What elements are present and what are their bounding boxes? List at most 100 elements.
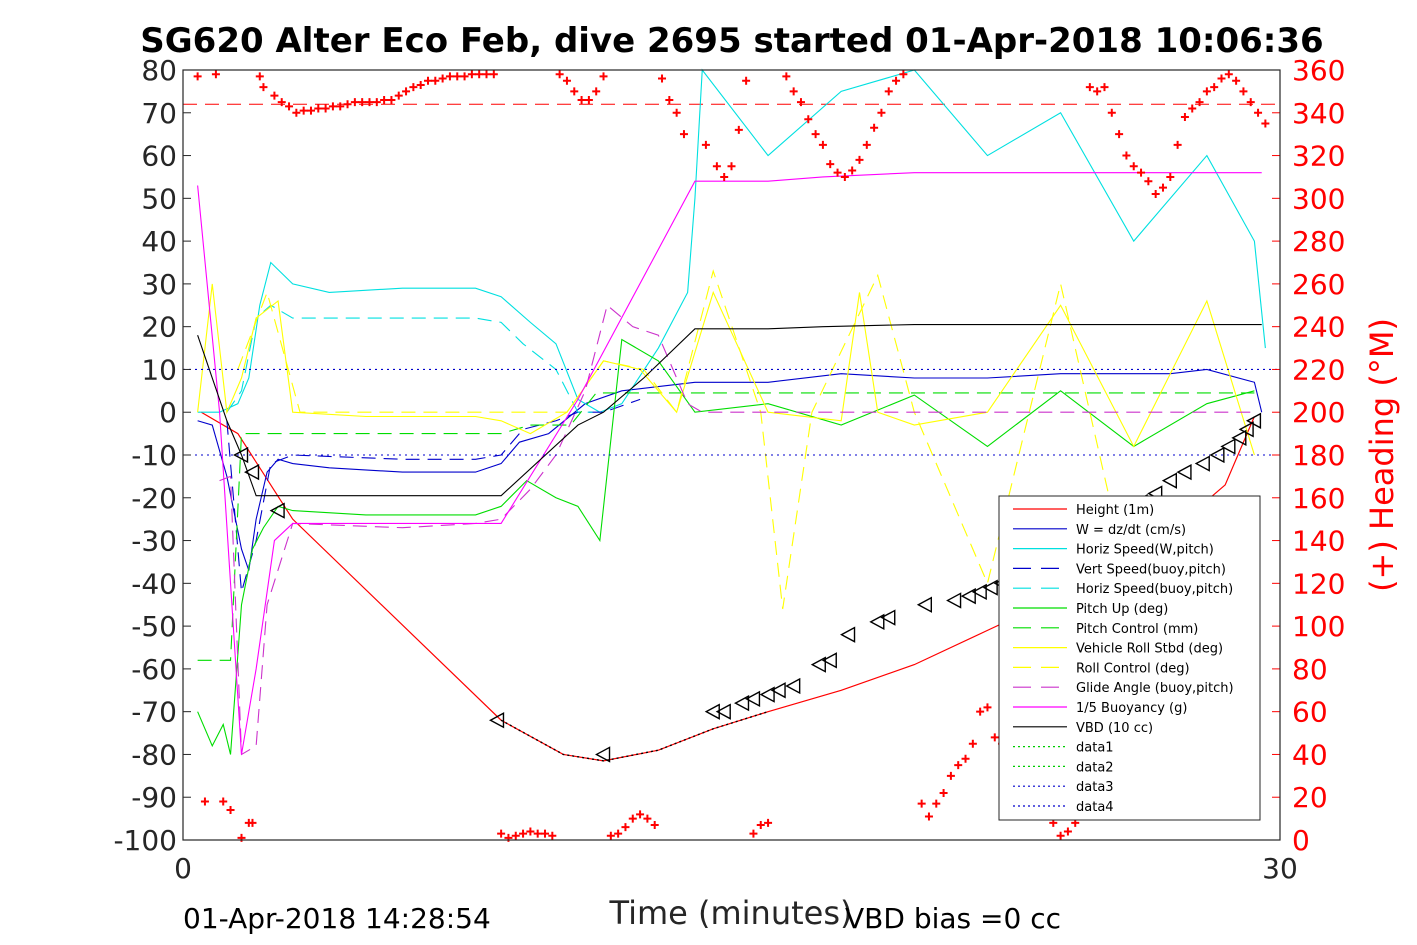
heading-point: [833, 168, 842, 177]
triangle-marker: [821, 652, 837, 669]
triangle-marker: [1231, 429, 1247, 447]
heading-point: [482, 70, 491, 79]
footer-timestamp: 01-Apr-2018 14:28:54: [183, 902, 491, 935]
heading-point: [749, 829, 758, 838]
triangle-marker: [488, 712, 505, 729]
heading-point: [562, 76, 571, 85]
heading-point: [1144, 177, 1153, 186]
y-tick-label: -70: [131, 696, 177, 729]
heading-point: [475, 70, 484, 79]
heading-point: [1239, 87, 1248, 96]
heading-point: [877, 108, 886, 117]
heading-point: [306, 106, 315, 115]
heading-point: [372, 98, 381, 107]
heading-point: [1056, 831, 1065, 840]
heading-point: [1173, 140, 1182, 149]
heading-point: [409, 83, 418, 92]
triangle-marker: [733, 694, 750, 712]
heading-point: [796, 98, 805, 107]
triangle-marker: [595, 746, 611, 763]
heading-point: [954, 761, 963, 770]
heading-point: [211, 70, 220, 79]
legend-label: Horiz Speed(buoy,pitch): [1076, 582, 1233, 597]
triangle-marker: [785, 677, 801, 695]
y-tick-label: -80: [131, 738, 177, 771]
heading-point: [489, 70, 498, 79]
legend-label: Pitch Control (mm): [1076, 622, 1198, 637]
y-tick-label: -50: [131, 610, 177, 643]
y-tick-label: 40: [141, 225, 177, 258]
heading-point: [511, 831, 520, 840]
triangle-marker: [233, 446, 249, 464]
legend-label: data2: [1076, 760, 1114, 775]
heading-point: [380, 95, 389, 104]
heading-point: [1107, 108, 1116, 117]
right-tick-label: 80: [1292, 653, 1328, 686]
series-line-8: [237, 269, 1208, 610]
y-tick-label: 30: [141, 268, 177, 301]
heading-point: [804, 115, 813, 124]
heading-point: [636, 810, 645, 819]
heading-point: [855, 155, 864, 164]
heading-point: [1093, 87, 1102, 96]
legend-label: data4: [1076, 800, 1114, 815]
heading-point: [1188, 104, 1197, 113]
height-dotted-overlay: [500, 710, 769, 762]
heading-point: [1246, 98, 1255, 107]
heading-point: [658, 74, 667, 83]
right-tick-label: 40: [1292, 738, 1328, 771]
heading-point: [1115, 130, 1124, 139]
legend-label: data3: [1076, 780, 1114, 795]
heading-point: [416, 80, 425, 89]
series-line-6: [197, 392, 1255, 661]
heading-point: [577, 95, 586, 104]
heading-point: [848, 166, 857, 175]
triangle-marker: [1194, 455, 1210, 472]
triangle-marker: [982, 579, 998, 596]
y-tick-label: -10: [131, 439, 177, 472]
triangle-marker: [744, 690, 761, 708]
heading-point: [606, 831, 615, 840]
heading-point: [1158, 183, 1167, 192]
heading-point: [1063, 827, 1072, 836]
heading-point: [924, 812, 933, 821]
heading-point: [976, 707, 985, 716]
triangle-marker: [946, 592, 962, 609]
heading-point: [431, 76, 440, 85]
heading-point: [314, 104, 323, 113]
triangle-marker: [916, 596, 933, 613]
y-tick-label: 10: [141, 353, 177, 386]
heading-point: [818, 140, 827, 149]
y-tick-label: -40: [131, 567, 177, 600]
right-tick-label: 340: [1292, 97, 1345, 130]
series-line-10: [197, 172, 1262, 755]
legend-label: Vehicle Roll Stbd (deg): [1076, 642, 1223, 657]
heading-point: [402, 87, 411, 96]
right-tick-label: 320: [1292, 140, 1345, 173]
heading-point: [811, 130, 820, 139]
y-tick-label: 80: [141, 54, 177, 87]
heading-point: [599, 72, 608, 81]
heading-point: [365, 98, 374, 107]
triangle-marker: [1176, 463, 1192, 481]
heading-point: [862, 140, 871, 149]
heading-point: [884, 87, 893, 96]
triangle-marker: [770, 682, 786, 699]
heading-point: [1129, 162, 1138, 171]
heading-point: [621, 823, 630, 832]
heading-point: [200, 797, 209, 806]
series-line-11: [197, 323, 1262, 497]
x-axis-label: Time (minutes): [609, 894, 853, 932]
legend-label: 1/5 Buoyancy (g): [1076, 701, 1187, 716]
heading-point: [226, 806, 235, 815]
heading-point: [277, 98, 286, 107]
triangle-marker: [1220, 438, 1236, 455]
heading-point: [650, 821, 659, 830]
heading-point: [990, 733, 999, 742]
heading-point: [1202, 87, 1211, 96]
heading-point: [764, 818, 773, 827]
triangle-marker: [759, 686, 775, 703]
heading-point: [870, 123, 879, 132]
y-tick-label: -100: [113, 824, 177, 857]
